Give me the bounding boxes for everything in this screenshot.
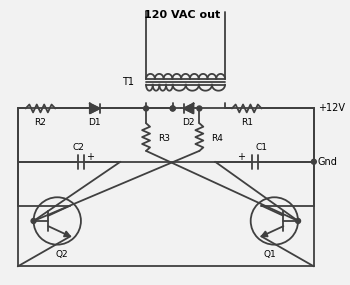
Polygon shape — [183, 103, 194, 113]
Circle shape — [31, 219, 36, 223]
Text: 120 VAC out: 120 VAC out — [145, 10, 221, 20]
Text: Q1: Q1 — [263, 250, 276, 258]
Text: R1: R1 — [241, 118, 253, 127]
Text: D1: D1 — [89, 118, 101, 127]
Text: C2: C2 — [72, 143, 84, 152]
Text: Q2: Q2 — [56, 250, 69, 258]
Circle shape — [170, 106, 175, 111]
Polygon shape — [64, 231, 70, 237]
Text: T1: T1 — [122, 77, 134, 87]
Text: Gnd: Gnd — [318, 157, 338, 167]
Text: R2: R2 — [35, 118, 47, 127]
Text: C1: C1 — [256, 143, 267, 152]
Circle shape — [312, 159, 316, 164]
Text: +12V: +12V — [318, 103, 345, 113]
Text: R3: R3 — [158, 134, 170, 142]
Circle shape — [296, 219, 301, 223]
Text: +: + — [237, 152, 245, 162]
Text: D2: D2 — [182, 118, 195, 127]
Circle shape — [197, 106, 202, 111]
Circle shape — [144, 106, 148, 111]
Text: R4: R4 — [211, 134, 223, 142]
Polygon shape — [90, 103, 100, 113]
Polygon shape — [261, 231, 268, 237]
Text: +: + — [86, 152, 94, 162]
Circle shape — [170, 106, 175, 111]
